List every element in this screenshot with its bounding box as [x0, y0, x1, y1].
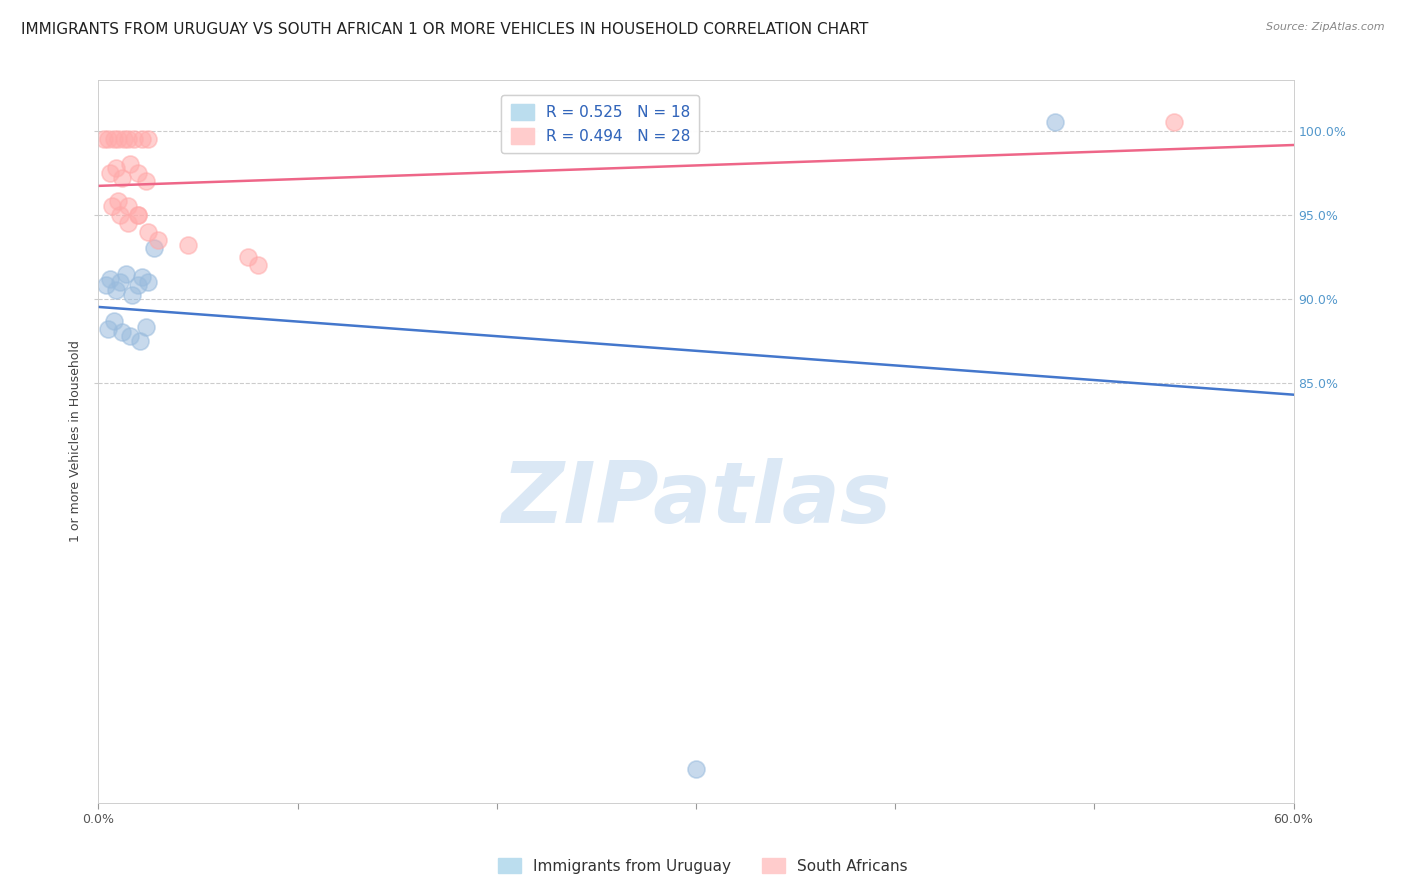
Point	[101, 199, 124, 213]
Point	[136, 225, 159, 239]
Point	[1043, 115, 1066, 129]
Text: IMMIGRANTS FROM URUGUAY VS SOUTH AFRICAN 1 OR MORE VEHICLES IN HOUSEHOLD CORRELA: IMMIGRANTS FROM URUGUAY VS SOUTH AFRICAN…	[21, 22, 869, 37]
Point	[98, 271, 122, 285]
Point	[136, 275, 159, 289]
Point	[135, 320, 157, 334]
Point	[1163, 115, 1185, 129]
Point	[93, 132, 115, 146]
Point	[117, 199, 139, 213]
Legend: Immigrants from Uruguay, South Africans: Immigrants from Uruguay, South Africans	[492, 852, 914, 880]
Point	[117, 132, 139, 146]
Point	[127, 278, 149, 293]
Point	[103, 313, 125, 327]
Point	[121, 288, 143, 302]
Text: ZIPatlas: ZIPatlas	[501, 458, 891, 541]
Point	[111, 170, 134, 185]
Point	[105, 161, 128, 175]
Point	[236, 250, 259, 264]
Point	[110, 208, 132, 222]
Point	[143, 241, 166, 255]
Point	[127, 208, 149, 222]
Point	[107, 132, 129, 146]
Point	[685, 762, 707, 776]
Point	[131, 269, 153, 284]
Point	[135, 174, 157, 188]
Legend: R = 0.525   N = 18, R = 0.494   N = 28: R = 0.525 N = 18, R = 0.494 N = 28	[502, 95, 699, 153]
Point	[127, 166, 149, 180]
Point	[148, 233, 170, 247]
Point	[105, 283, 128, 297]
Point	[115, 267, 138, 281]
Point	[131, 132, 153, 146]
Point	[111, 326, 134, 340]
Point	[177, 238, 200, 252]
Point	[107, 194, 129, 209]
Point	[120, 328, 142, 343]
Point	[97, 322, 120, 336]
Point	[117, 216, 139, 230]
Point	[127, 208, 149, 222]
Y-axis label: 1 or more Vehicles in Household: 1 or more Vehicles in Household	[69, 341, 83, 542]
Point	[103, 132, 125, 146]
Point	[110, 275, 132, 289]
Point	[112, 132, 135, 146]
Point	[124, 132, 146, 146]
Point	[120, 157, 142, 171]
Point	[129, 334, 152, 348]
Point	[98, 166, 122, 180]
Point	[136, 132, 159, 146]
Point	[246, 258, 269, 272]
Point	[96, 278, 118, 293]
Text: Source: ZipAtlas.com: Source: ZipAtlas.com	[1267, 22, 1385, 32]
Point	[97, 132, 120, 146]
